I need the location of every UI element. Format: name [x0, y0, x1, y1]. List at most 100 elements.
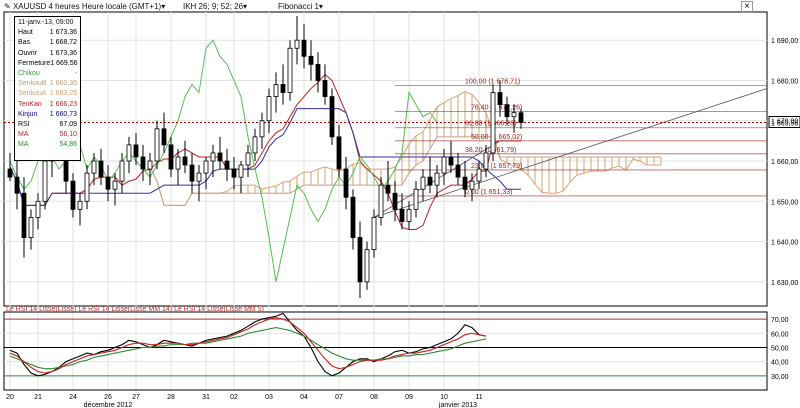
candle[interactable]: [21, 177, 27, 258]
candle[interactable]: [119, 152, 125, 194]
y-tick-label: 1 630,00: [771, 280, 798, 287]
candle-body-up: [42, 160, 48, 202]
candle[interactable]: [84, 165, 90, 210]
candle[interactable]: [315, 52, 321, 93]
candle[interactable]: [392, 181, 398, 222]
candle[interactable]: [259, 112, 265, 149]
candle[interactable]: [371, 209, 377, 258]
candle[interactable]: [7, 152, 13, 182]
candle[interactable]: [476, 161, 482, 190]
candle[interactable]: [217, 136, 223, 170]
candle[interactable]: [364, 241, 370, 290]
chevron-down-icon[interactable]: ▾: [318, 2, 323, 11]
candle[interactable]: [469, 173, 475, 202]
candle[interactable]: [126, 136, 132, 174]
candle[interactable]: [147, 152, 153, 186]
candle[interactable]: [203, 156, 209, 190]
candle[interactable]: [343, 156, 349, 210]
candle[interactable]: [77, 193, 83, 226]
candle[interactable]: [287, 40, 293, 101]
candle-body-down: [497, 92, 503, 106]
symbol-dropdown[interactable]: ✎ XAUUSD 4 heures Heure locale (GMT+1)▾: [4, 2, 165, 11]
candle[interactable]: [168, 136, 174, 178]
candle[interactable]: [322, 64, 328, 105]
candle[interactable]: [98, 148, 104, 186]
candle[interactable]: [210, 144, 216, 178]
candle[interactable]: [420, 169, 426, 202]
candle[interactable]: [504, 96, 510, 125]
candle[interactable]: [224, 148, 230, 182]
candle[interactable]: [434, 165, 440, 198]
candle[interactable]: [483, 144, 489, 178]
candle[interactable]: [490, 84, 496, 162]
candle[interactable]: [105, 165, 111, 202]
symbol-label[interactable]: XAUUSD 4 heures Heure locale (GMT+1): [12, 2, 162, 11]
close-icon[interactable]: ×: [741, 1, 753, 13]
candle[interactable]: [427, 156, 433, 194]
fibonacci-dropdown[interactable]: Fibonacci 1▾: [278, 2, 323, 11]
y-tick-label: 1 650,00: [771, 199, 798, 206]
trendline-upper: [373, 88, 768, 218]
candle[interactable]: [308, 40, 314, 81]
candle[interactable]: [518, 108, 524, 129]
candle[interactable]: [14, 161, 20, 210]
candle[interactable]: [91, 152, 97, 186]
candle[interactable]: [378, 177, 384, 226]
candle[interactable]: [511, 104, 517, 133]
candle[interactable]: [252, 128, 258, 162]
candle[interactable]: [238, 161, 244, 194]
candle[interactable]: [455, 152, 461, 186]
fib-level-label: 23,60 (1 657,79): [471, 163, 522, 170]
candle[interactable]: [336, 124, 342, 178]
chevron-down-icon[interactable]: ▾: [243, 2, 248, 11]
candle[interactable]: [350, 189, 356, 250]
candle[interactable]: [448, 140, 454, 174]
candle[interactable]: [28, 209, 34, 250]
candle[interactable]: [35, 193, 41, 230]
candle[interactable]: [175, 148, 181, 186]
fibonacci-label[interactable]: Fibonacci 1: [278, 2, 319, 11]
candle[interactable]: [70, 173, 76, 218]
ikh-label[interactable]: IKH 26; 9; 52; 26: [183, 2, 244, 11]
info-value: 1 669,56: [50, 59, 78, 67]
candle[interactable]: [399, 193, 405, 230]
candle[interactable]: [189, 152, 195, 194]
candle[interactable]: [294, 16, 300, 65]
candle-body-up: [371, 216, 377, 251]
candle[interactable]: [231, 156, 237, 190]
candle-body-down: [392, 192, 398, 210]
candle[interactable]: [182, 140, 188, 174]
candle[interactable]: [245, 144, 251, 178]
candle[interactable]: [441, 148, 447, 186]
candle[interactable]: [462, 161, 468, 198]
candle[interactable]: [196, 165, 202, 202]
candle[interactable]: [42, 152, 48, 210]
data-window: 11-janv.-13, 09:00 Haut 1 673,36 Bas 1 668,…: [14, 16, 81, 161]
candle[interactable]: [301, 24, 307, 69]
candle[interactable]: [280, 64, 286, 105]
candlesticks[interactable]: [7, 16, 524, 298]
info-date: 11-janv.-13, 09:00: [18, 19, 74, 26]
candle[interactable]: [133, 132, 139, 166]
candle[interactable]: [154, 120, 160, 170]
candle[interactable]: [357, 221, 363, 298]
info-label: Chikou: [18, 70, 40, 78]
candle-body-down: [350, 196, 356, 238]
candle[interactable]: [329, 88, 335, 145]
ikh-dropdown[interactable]: IKH 26; 9; 52; 26▾: [183, 2, 247, 11]
candle[interactable]: [413, 181, 419, 218]
candle[interactable]: [497, 80, 503, 117]
rsi-tick-label: 50,00: [771, 345, 789, 352]
candle[interactable]: [406, 201, 412, 230]
axes: 1 630,00 1 640,00 1 650,00 1 660,00 1 670,00…: [6, 38, 798, 408]
candle[interactable]: [112, 173, 118, 206]
candle[interactable]: [140, 144, 146, 182]
candle[interactable]: [385, 161, 391, 202]
candle[interactable]: [273, 72, 279, 113]
candle[interactable]: [266, 88, 272, 133]
candle[interactable]: [161, 112, 167, 153]
pencil-icon[interactable]: ✎: [4, 2, 11, 11]
candle-body-up: [119, 160, 125, 182]
info-value: 54,86: [59, 141, 77, 149]
chevron-down-icon[interactable]: ▾: [161, 2, 166, 11]
